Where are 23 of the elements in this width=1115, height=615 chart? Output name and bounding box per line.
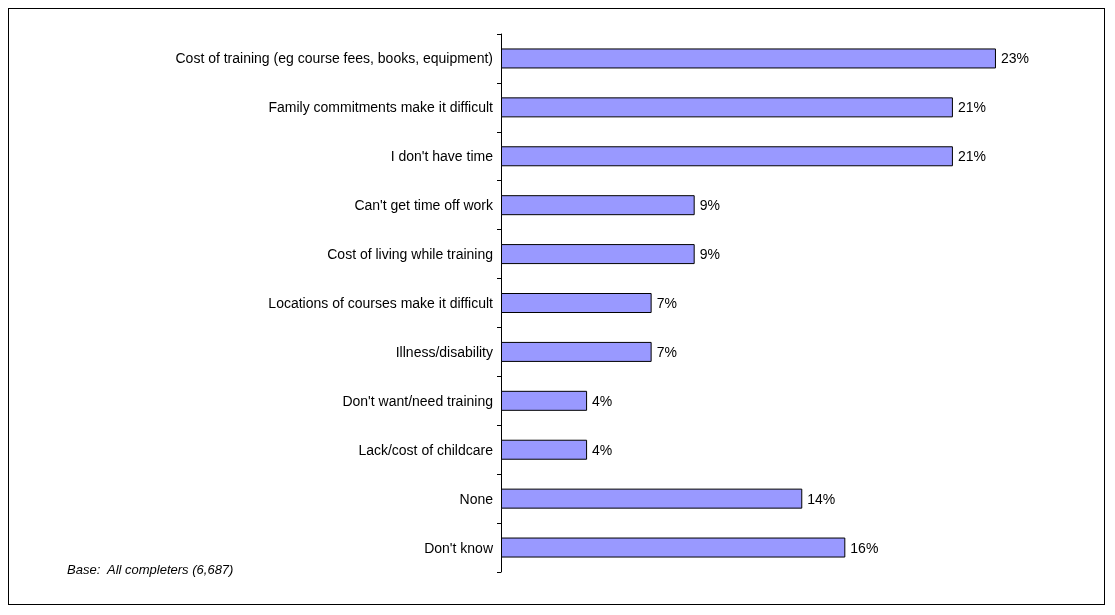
- text: Base: All completers (6,687): [67, 562, 234, 577]
- y-tick-label: I don't have time: [390, 148, 494, 165]
- data-label: 16%: [850, 539, 879, 556]
- data-label: 9%: [699, 246, 720, 263]
- y-tick-label: Don't want/need training: [342, 392, 493, 409]
- y-tick-label: Cost of training (eg course fees, books, equipment): [175, 50, 493, 67]
- data-label: 7%: [656, 295, 677, 311]
- y-tick-label: Lack/cost of childcare: [358, 441, 494, 458]
- y-tick-label: Illness/disability: [395, 343, 493, 360]
- data-label: 23%: [1000, 50, 1029, 67]
- data-label: 21%: [957, 99, 986, 116]
- y-tick-label: Don't know: [424, 539, 494, 556]
- data-label: 4%: [592, 441, 613, 458]
- data-label: 14%: [807, 490, 836, 507]
- data-label: 21%: [957, 148, 986, 165]
- y-tick-label: None: [459, 490, 494, 507]
- data-label: 7%: [656, 343, 677, 360]
- y-tick-label: Family commitments make it difficult: [268, 99, 494, 116]
- data-label: 9%: [699, 197, 720, 214]
- y-tick-label: Cost of living while training: [327, 246, 493, 263]
- data-label: 4%: [592, 392, 613, 409]
- y-tick-label: Can't get time off work: [354, 197, 494, 214]
- y-tick-label: Locations of courses make it difficult: [268, 295, 494, 311]
